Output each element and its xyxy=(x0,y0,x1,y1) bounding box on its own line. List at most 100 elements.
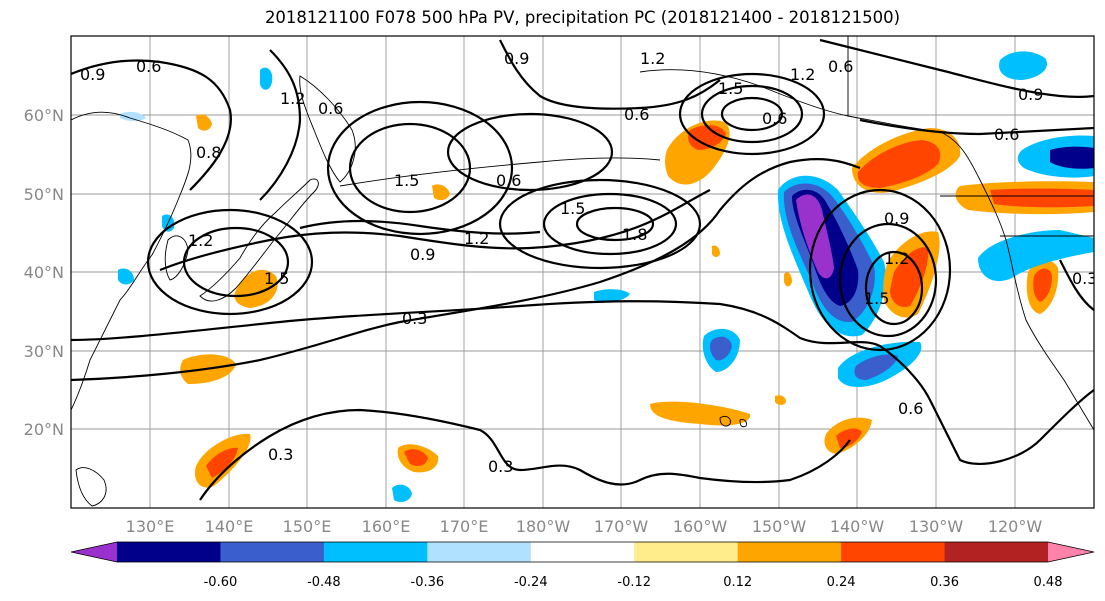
pv-contour-se xyxy=(1059,259,1094,311)
neg-anomaly-marshall xyxy=(392,484,412,502)
pos-anomaly-philippine-core xyxy=(206,447,238,478)
contour-label: 0.6 xyxy=(762,109,787,128)
latitude-label: 60°N xyxy=(24,106,64,125)
pos-anomaly-small1 xyxy=(432,184,450,201)
colorbar-tick-label: -0.24 xyxy=(514,575,548,590)
pv-contour-ne-1 xyxy=(819,38,1094,98)
canada-border xyxy=(847,36,1094,237)
colorbar-segment xyxy=(530,542,635,562)
pv-contour-west-2 xyxy=(259,49,302,201)
pv-contour-bering-1 xyxy=(678,72,826,156)
neg-anomaly-canada-core xyxy=(1050,146,1094,169)
pv-contour-japan-2 xyxy=(182,226,290,298)
pos-anomaly-small4 xyxy=(784,272,792,287)
pos-anomaly-westcoast-core xyxy=(990,188,1094,208)
longitude-label: 150°W xyxy=(752,517,807,536)
contour-label: 0.3 xyxy=(402,309,427,328)
colorbar-segment xyxy=(737,542,842,562)
longitude-label: 140°E xyxy=(205,517,254,536)
pos-anomaly-sw-core xyxy=(836,428,862,448)
pos-anomaly-small5 xyxy=(712,245,720,257)
map-content: 0.9 0.6 1.2 0.6 0.9 1.2 0.6 1.5 1.2 0.6 … xyxy=(71,36,1097,508)
contour-label: 0.6 xyxy=(496,171,521,190)
contour-label: 0.9 xyxy=(884,209,909,228)
colorbar-segment xyxy=(323,542,428,562)
colorbar-tick-labels: -0.60 -0.48 -0.36 -0.24 -0.12 0.12 0.24 0.36 0.4… xyxy=(204,575,1063,590)
latitude-label: 40°N xyxy=(24,263,64,282)
colorbar-segment xyxy=(220,542,325,562)
contour-label: 1.5 xyxy=(560,199,585,218)
contour-label: 0.6 xyxy=(898,399,923,418)
precip-shading xyxy=(118,51,1094,502)
pos-anomaly-alaska-core xyxy=(857,140,941,188)
longitude-label: 160°W xyxy=(673,517,728,536)
longitude-label: 170°W xyxy=(594,517,649,536)
contour-label: 0.6 xyxy=(828,57,853,76)
contour-label: 1.5 xyxy=(864,289,889,308)
colorbar-max-extend xyxy=(1048,542,1094,562)
latitude-label: 20°N xyxy=(24,420,64,439)
pv-contour-1.5-kam xyxy=(348,122,472,214)
longitude-labels: 130°E 140°E 150°E 160°E 170°E 180°W 170°W 160°W… xyxy=(126,517,1043,536)
contour-label: 0.6 xyxy=(624,105,649,124)
colorbar-segment xyxy=(427,542,532,562)
colorbar-tick-label: 0.36 xyxy=(930,575,959,590)
pv-contours xyxy=(71,38,1094,501)
contour-label: 1.8 xyxy=(622,225,647,244)
pos-anomaly-130w-core xyxy=(890,247,929,308)
pos-anomaly-japan xyxy=(234,269,278,308)
contour-label: 0.6 xyxy=(994,125,1019,144)
contour-label: 0.9 xyxy=(410,245,435,264)
longitude-label: 150°E xyxy=(283,517,332,536)
pv-contour-east-3 xyxy=(864,250,924,326)
pos-anomaly-hawaii xyxy=(650,401,751,426)
longitude-label: 130°W xyxy=(909,517,964,536)
neg-anomaly-core xyxy=(796,194,834,279)
pv-contour-japan-1 xyxy=(146,208,314,316)
figure-title: 2018121100 F078 500 hPa PV, precipitatio… xyxy=(264,8,901,27)
longitude-label: 120°W xyxy=(988,517,1043,536)
contour-label: 1.5 xyxy=(394,171,419,190)
contour-label: 0.3 xyxy=(1072,269,1097,288)
pos-anomaly-bering-core xyxy=(688,125,726,150)
colorbar-segment xyxy=(634,542,739,562)
colorbar-tick-label: 0.12 xyxy=(723,575,752,590)
contour-labels: 0.9 0.6 1.2 0.6 0.9 1.2 0.6 1.5 1.2 0.6 … xyxy=(80,49,1097,476)
colorbar-min-extend xyxy=(71,542,117,562)
neg-anomaly-small2 xyxy=(118,268,134,285)
longitude-label: 180°W xyxy=(516,517,571,536)
contour-label: 0.6 xyxy=(318,99,343,118)
colorbar-tick-label: -0.12 xyxy=(617,575,651,590)
pos-anomaly-small3 xyxy=(775,395,786,405)
contour-label: 0.9 xyxy=(504,49,529,68)
map-frame xyxy=(70,35,1095,509)
colorbar-tick-label: -0.48 xyxy=(307,575,341,590)
pv-contour-0.6-ne xyxy=(446,112,614,192)
colorbar xyxy=(70,541,1095,563)
hawaii xyxy=(719,415,747,428)
contour-label: 1.2 xyxy=(280,89,305,108)
contour-label: 1.2 xyxy=(884,249,909,268)
pv-contour-0.9 xyxy=(159,189,711,272)
pv-contour-0.3-south xyxy=(199,408,851,501)
japan-coast xyxy=(199,178,319,302)
longitude-label: 170°E xyxy=(440,517,489,536)
korea-coast xyxy=(164,235,189,281)
pv-contour-ne-2 xyxy=(859,118,1094,136)
pv-contour-east-1 xyxy=(808,188,952,352)
pv-contour-top xyxy=(499,39,721,110)
aleutians xyxy=(339,157,661,187)
neg-anomaly-hawaii-n-core xyxy=(709,336,732,361)
pv-contour-1.5-ring xyxy=(542,192,678,256)
pv-contour-1.2-kam xyxy=(326,100,514,236)
contour-label: 1.2 xyxy=(640,49,665,68)
contour-label: 1.5 xyxy=(718,79,743,98)
colorbar-segment xyxy=(944,542,1049,562)
colorbar-tick-label: 0.24 xyxy=(827,575,856,590)
neg-anomaly-subtropic-core xyxy=(854,354,898,380)
pv-contour-0.3-north xyxy=(71,300,1094,465)
contour-label: 0.3 xyxy=(488,457,513,476)
contour-label: 0.9 xyxy=(80,65,105,84)
pos-anomaly-marshall-core xyxy=(404,449,428,466)
